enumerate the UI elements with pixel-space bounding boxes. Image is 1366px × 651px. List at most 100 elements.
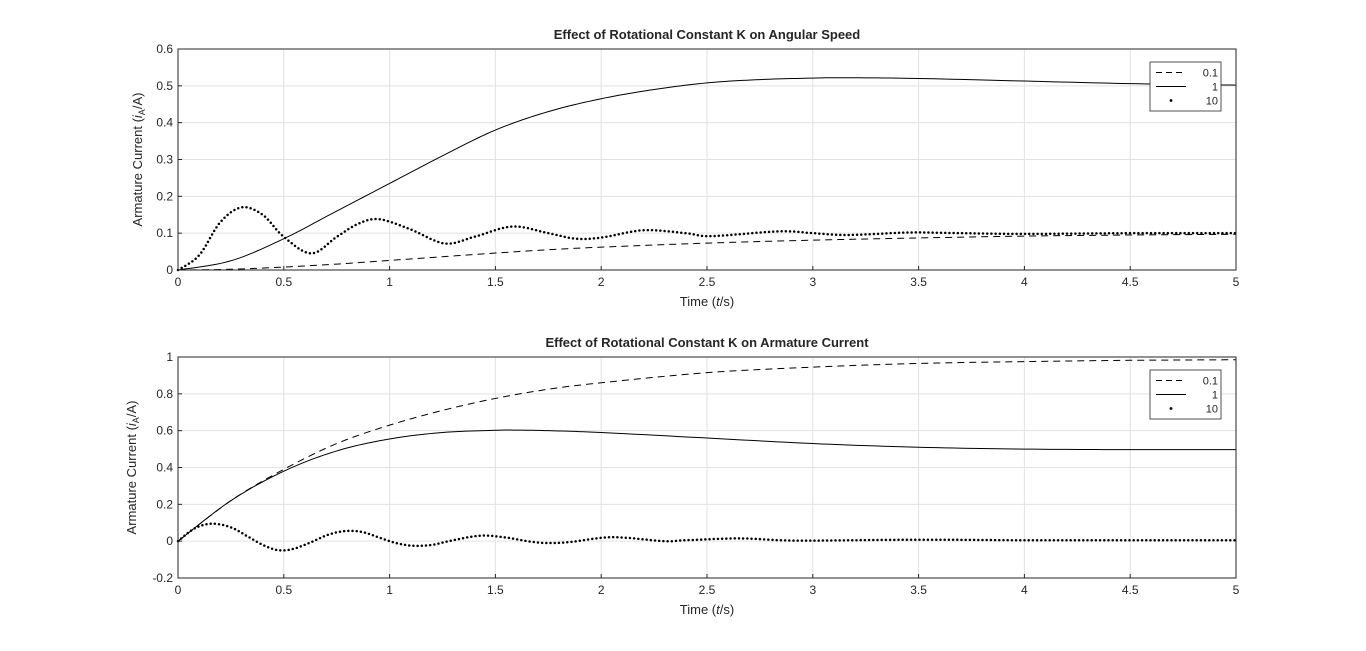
data-point <box>863 538 867 542</box>
data-point <box>314 538 318 542</box>
data-point <box>687 538 690 542</box>
data-point <box>272 224 275 228</box>
data-point <box>420 544 424 548</box>
x-tick-labels: 0 0.5 1 1.5 2 2.5 3 3.5 4 4.5 5 <box>175 275 1240 289</box>
data-point <box>481 232 485 236</box>
y-tick-label: 0.8 <box>156 387 173 401</box>
data-point <box>1053 232 1056 236</box>
data-point <box>283 549 286 552</box>
y-axis-label: Armature Current (iA/A) <box>130 93 147 227</box>
data-point <box>530 227 534 231</box>
y-tick-label: 0.2 <box>156 189 173 203</box>
data-point <box>1065 232 1069 235</box>
legend-label: 10 <box>1206 404 1218 416</box>
data-point <box>830 233 834 236</box>
data-point <box>855 538 858 542</box>
data-point <box>855 233 859 237</box>
data-point <box>998 232 1002 236</box>
data-point <box>881 232 884 235</box>
data-point <box>1002 232 1006 236</box>
data-point <box>851 538 854 542</box>
data-point <box>1153 538 1156 542</box>
data-point <box>930 538 934 541</box>
axes-box <box>177 356 1237 579</box>
data-point <box>200 251 203 254</box>
data-point <box>1137 231 1140 235</box>
data-point <box>969 232 972 235</box>
data-point <box>295 546 299 550</box>
data-point <box>1094 539 1098 542</box>
y-tick-label: 0.2 <box>156 497 173 511</box>
data-point <box>993 538 997 542</box>
data-point <box>596 236 600 240</box>
data-point <box>229 526 233 529</box>
data-point <box>851 233 855 237</box>
data-point <box>485 231 489 235</box>
data-point <box>792 230 796 233</box>
data-point <box>742 232 746 236</box>
data-point <box>708 537 711 541</box>
data-point <box>183 534 186 538</box>
data-point <box>453 241 457 245</box>
x-tick-label: 3.5 <box>910 275 927 289</box>
series-10-dots <box>176 206 1237 272</box>
data-point <box>410 228 413 232</box>
data-point <box>867 538 871 542</box>
data-point <box>1216 231 1220 235</box>
data-point <box>809 231 813 235</box>
data-point <box>220 219 223 222</box>
data-point <box>215 226 218 229</box>
data-point <box>780 230 783 233</box>
legend-label: 1 <box>1212 390 1218 402</box>
data-point <box>776 230 779 233</box>
data-point <box>666 540 669 543</box>
axes-armature-current: 0 0.5 1 1.5 2 2.5 3 3.5 4 4.5 5 -0.200.20.40.60.81… <box>124 335 1240 617</box>
data-point <box>804 539 808 542</box>
data-point <box>441 541 444 544</box>
data-point <box>1162 231 1165 235</box>
data-point <box>1124 231 1128 235</box>
data-point <box>580 237 583 241</box>
data-point <box>1035 539 1039 542</box>
data-point <box>830 539 833 542</box>
y-tick-label: 0.5 <box>156 79 173 93</box>
data-point <box>266 218 270 221</box>
data-point <box>402 225 405 229</box>
y-tick-label: 0 <box>166 263 173 277</box>
data-point <box>1199 538 1203 542</box>
data-point <box>649 538 653 542</box>
data-point <box>654 229 658 232</box>
data-point <box>561 541 565 544</box>
data-point <box>445 242 448 245</box>
data-point <box>1195 538 1198 542</box>
data-point <box>662 539 665 543</box>
data-point <box>545 541 548 545</box>
data-point <box>1204 231 1207 235</box>
data-point <box>395 541 399 545</box>
data-point <box>972 538 976 542</box>
data-point <box>359 530 363 533</box>
data-point <box>1057 232 1060 235</box>
data-point <box>767 538 770 541</box>
data-point <box>926 538 930 541</box>
data-point <box>399 542 403 546</box>
data-point <box>279 549 282 552</box>
data-point <box>1011 232 1014 236</box>
data-point <box>1179 231 1182 235</box>
data-point <box>951 538 955 542</box>
data-point <box>1090 232 1094 235</box>
data-point <box>956 231 960 235</box>
axes-box <box>177 48 1237 271</box>
data-point <box>571 237 575 240</box>
data-point <box>680 231 683 234</box>
data-point <box>1078 232 1081 235</box>
data-point <box>280 234 284 237</box>
data-point <box>233 527 237 531</box>
data-point <box>632 537 636 540</box>
data-point <box>775 538 778 542</box>
data-point <box>1132 231 1136 235</box>
data-point <box>465 536 469 539</box>
data-point <box>209 522 212 525</box>
data-point <box>758 537 762 541</box>
data-point <box>751 231 754 235</box>
